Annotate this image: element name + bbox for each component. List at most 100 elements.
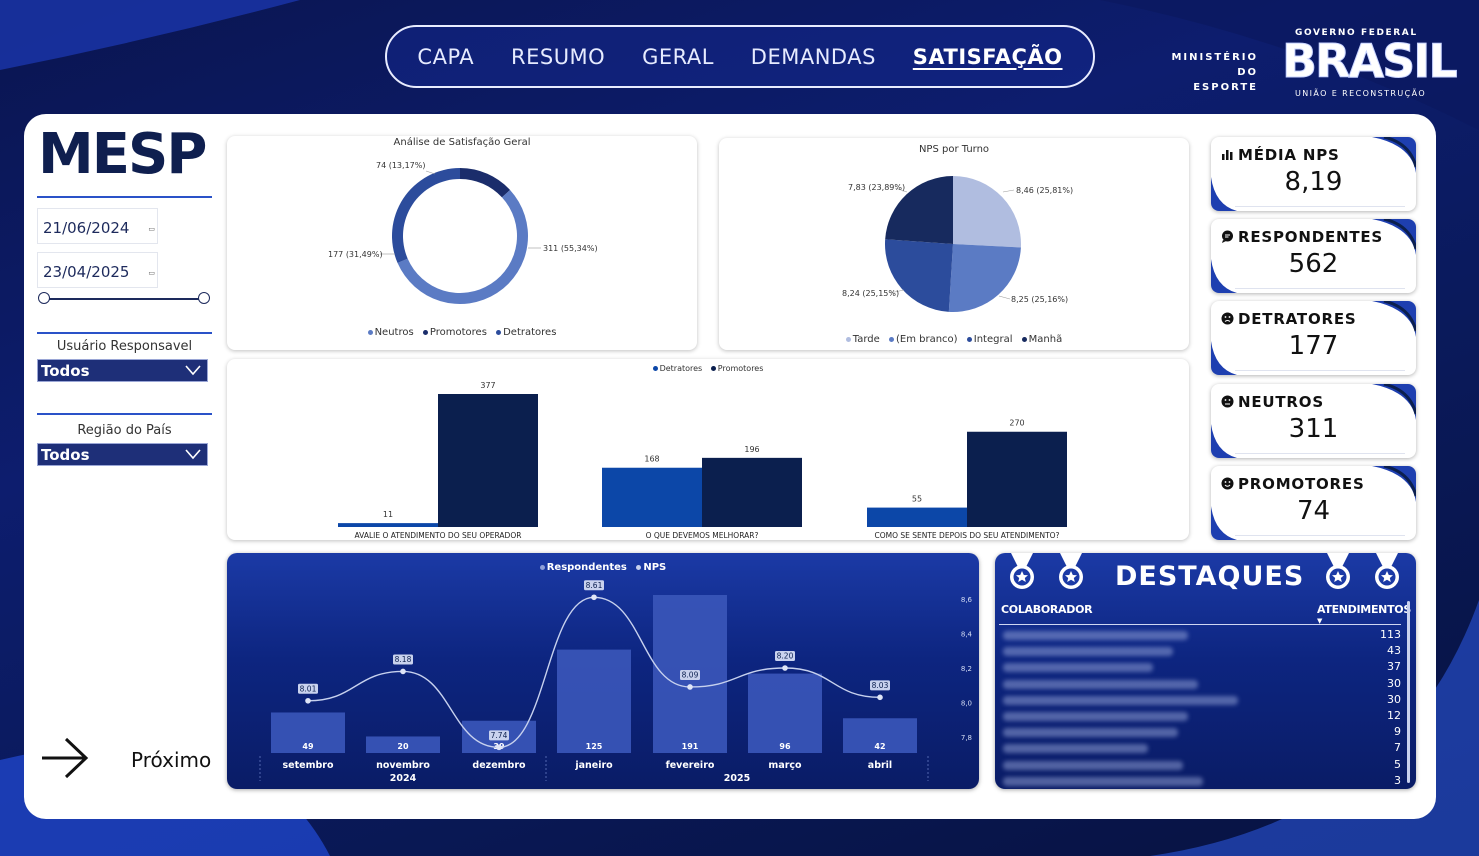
- column-header-atendimentos[interactable]: ATENDIMENTOS: [1317, 603, 1411, 616]
- card-corner-decoration: [1211, 259, 1237, 293]
- category-label: novembro: [376, 760, 430, 771]
- tab-capa[interactable]: CAPA: [417, 44, 475, 69]
- chevron-down-icon: [185, 365, 201, 376]
- bar-respondentes: [843, 718, 917, 753]
- chart-legend: Neutros Promotores Detratores: [227, 327, 697, 338]
- filter-region-dropdown[interactable]: Todos: [37, 443, 208, 466]
- donut-slice-promotores: [460, 168, 511, 198]
- bar-promotores: [967, 431, 1067, 527]
- table-row[interactable]: 12: [999, 708, 1405, 724]
- tab-satisfacao[interactable]: SATISFAÇÃO: [912, 44, 1063, 69]
- table-row[interactable]: 30: [999, 676, 1405, 692]
- legend-item: Tarde: [845, 334, 880, 345]
- table-row[interactable]: 5: [999, 757, 1405, 773]
- card-corner-decoration: [1372, 137, 1416, 173]
- data-label: 8.01: [300, 684, 317, 693]
- legend-text: Detratores: [503, 327, 557, 338]
- data-label: 7,83 (23,89%): [848, 183, 906, 192]
- category-label: janeiro: [574, 760, 613, 771]
- filter-user-value: Todos: [41, 362, 90, 380]
- slider-start-handle[interactable]: [38, 292, 50, 304]
- atendimentos-value: 5: [1394, 757, 1401, 771]
- tab-geral[interactable]: GERAL: [642, 44, 714, 69]
- kpi-card: DETRATORES 177: [1211, 301, 1416, 375]
- data-label: 8,25 (25,16%): [1011, 295, 1069, 304]
- ministry-name: MINISTÉRIO DO ESPORTE: [1154, 50, 1258, 95]
- card-divider: [1235, 206, 1405, 207]
- leader-line: [998, 295, 1011, 300]
- data-label: 74 (13,17%): [376, 161, 426, 170]
- data-label: 125: [586, 742, 603, 751]
- table-row[interactable]: 113: [999, 627, 1405, 643]
- combo-chart: 8,68,48,28,07,849setembro20novembro39dez…: [259, 580, 973, 784]
- chat-icon: [1222, 230, 1233, 243]
- category-label: abril: [868, 760, 892, 771]
- date-end-input[interactable]: 23/04/2025 ▭: [37, 252, 158, 288]
- kpi-label: NEUTROS: [1221, 393, 1324, 411]
- grouped-bar-panel: Detratores Promotores 11 377 AVALIE O ATEN…: [227, 359, 1189, 540]
- destaques-panel: DESTAQUES COLABORADOR ATENDIMENTOS ▼ 113…: [995, 553, 1416, 789]
- legend-item: Promotores: [710, 364, 763, 373]
- chevron-down-icon: [185, 449, 201, 460]
- bar-promotores: [438, 394, 538, 527]
- atendimentos-value: 7: [1394, 741, 1401, 755]
- table-row[interactable]: 9: [999, 724, 1405, 740]
- sort-desc-icon[interactable]: ▼: [1317, 617, 1323, 625]
- legend-item: Neutros: [367, 327, 414, 338]
- bar-chart-icon: [1222, 150, 1233, 160]
- blurred-collaborator-name: [1003, 679, 1198, 689]
- filter-region-value: Todos: [41, 446, 90, 464]
- data-label-box: [489, 730, 509, 741]
- table-row[interactable]: 37: [999, 659, 1405, 675]
- card-corner-decoration: [1211, 177, 1237, 211]
- donut-chart-panel: Análise de Satisfação Geral 74 (13,17%) …: [227, 136, 697, 350]
- nps-point: [400, 668, 406, 675]
- calendar-icon[interactable]: ▭: [148, 225, 155, 233]
- column-header-colaborador[interactable]: COLABORADOR: [1001, 603, 1093, 616]
- blurred-collaborator-name: [1003, 647, 1173, 657]
- date-range-slider[interactable]: [38, 292, 210, 304]
- atendimentos-value: 43: [1387, 644, 1401, 658]
- calendar-icon[interactable]: ▭: [148, 269, 155, 277]
- arrow-right-icon[interactable]: [40, 735, 90, 781]
- kpi-label-text: DETRATORES: [1238, 310, 1357, 328]
- data-label-box: [584, 580, 604, 591]
- kpi-label-text: PROMOTORES: [1238, 475, 1365, 493]
- legend-text: Tarde: [852, 334, 880, 345]
- filter-user-label: Usuário Responsavel: [56, 339, 193, 354]
- next-button[interactable]: Próximo: [131, 748, 212, 772]
- data-label: 377: [480, 381, 495, 390]
- scrollbar[interactable]: [1407, 601, 1410, 783]
- kpi-label-text: MÉDIA NPS: [1238, 146, 1340, 164]
- data-label: 8.61: [586, 581, 603, 590]
- category-label: O QUE DEVEMOS MELHORAR?: [646, 531, 759, 540]
- tab-resumo[interactable]: RESUMO: [511, 44, 606, 69]
- date-start-input[interactable]: 21/06/2024 ▭: [37, 208, 158, 244]
- filter-user-dropdown[interactable]: Todos: [37, 359, 208, 382]
- blurred-collaborator-name: [1003, 695, 1238, 705]
- blurred-collaborator-name: [1003, 744, 1148, 754]
- medal-icon: [1059, 553, 1083, 589]
- table-row[interactable]: 7: [999, 740, 1405, 756]
- legend-text: Promotores: [429, 327, 487, 338]
- slider-end-handle[interactable]: [198, 292, 210, 304]
- chart-title: NPS por Turno: [918, 144, 990, 155]
- medal-icon: [1010, 553, 1034, 589]
- leader-line: [425, 170, 436, 175]
- kpi-label-text: NEUTROS: [1238, 393, 1324, 411]
- page-title: MESP: [38, 122, 207, 187]
- atendimentos-value: 3: [1394, 773, 1401, 787]
- top-navigation: CAPA RESUMO GERAL DEMANDAS SATISFAÇÃO: [385, 25, 1095, 88]
- leader-line: [1002, 189, 1015, 193]
- data-label: 8.18: [395, 655, 412, 664]
- data-label: 11: [383, 510, 393, 519]
- date-end-value: 23/04/2025: [43, 263, 130, 281]
- y-axis-tick-label: 8,4: [961, 631, 973, 639]
- year-label: 2024: [390, 773, 417, 784]
- data-label: 196: [744, 445, 759, 454]
- table-row[interactable]: 30: [999, 692, 1405, 708]
- table-row[interactable]: 43: [999, 643, 1405, 659]
- table-row[interactable]: 3: [999, 773, 1405, 789]
- data-label: 8.09: [682, 670, 699, 679]
- tab-demandas[interactable]: DEMANDAS: [750, 44, 876, 69]
